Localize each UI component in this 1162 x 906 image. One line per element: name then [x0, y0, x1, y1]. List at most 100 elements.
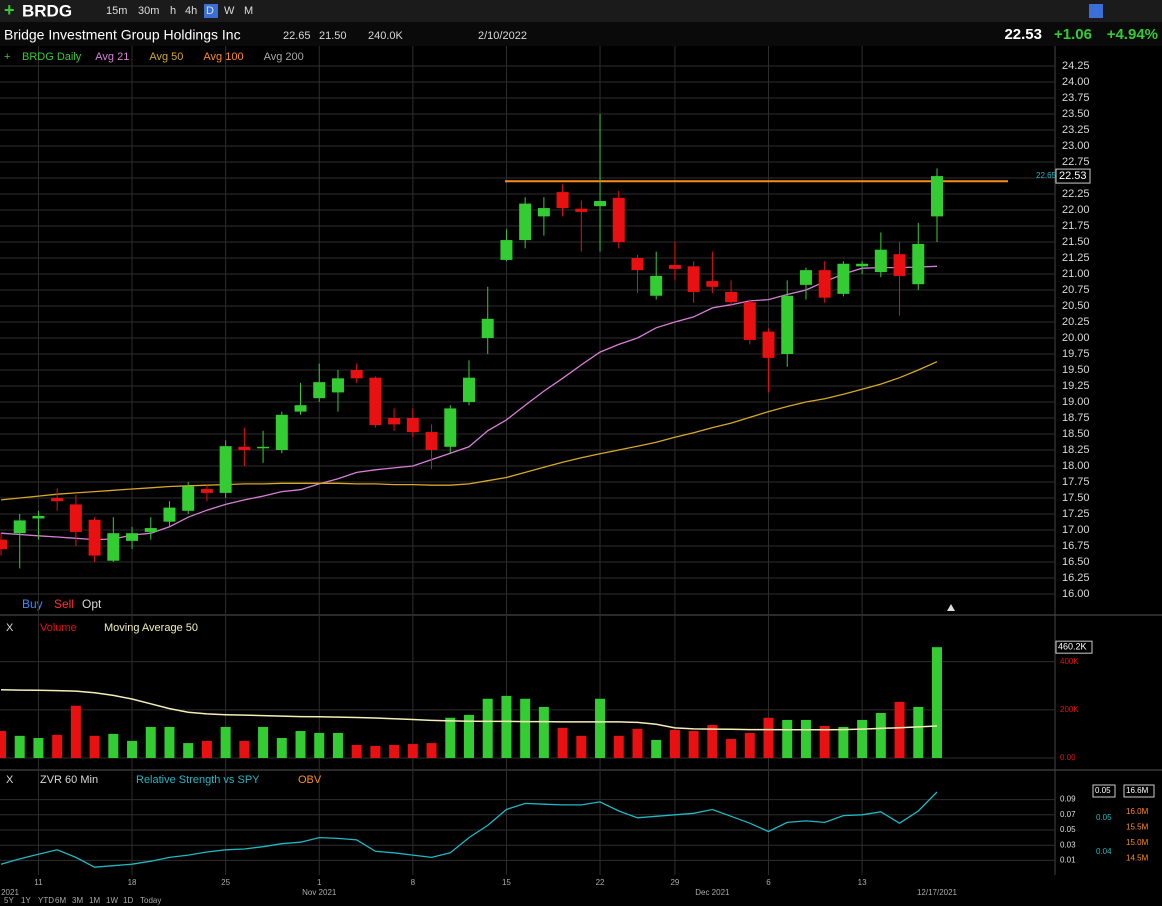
x-month-label: Dec 2021: [695, 888, 730, 897]
y-tick-label: 24.25: [1062, 60, 1090, 72]
candle-body: [912, 243, 925, 285]
last-volume-label: 460.2K: [1058, 642, 1087, 652]
range-button[interactable]: 1D: [123, 896, 133, 905]
volume-bar: [800, 719, 811, 758]
candle-body: [126, 533, 139, 541]
toolbar: [0, 0, 1162, 22]
candle-body: [631, 258, 644, 271]
pane-close[interactable]: X: [6, 622, 14, 634]
y-tick-label: 18.25: [1062, 444, 1090, 456]
volume-bar: [501, 695, 512, 758]
interval-button[interactable]: 4h: [185, 5, 197, 17]
marker-label: 22.65: [1036, 171, 1057, 180]
legend-item[interactable]: Avg 200: [264, 51, 304, 63]
volume-bar: [164, 726, 175, 758]
pane-close[interactable]: X: [6, 774, 14, 786]
volume-bar: [520, 698, 531, 758]
y-tick-label: 20.00: [1062, 332, 1090, 344]
legend-item[interactable]: Avg 21: [95, 51, 129, 63]
candle-body: [818, 270, 831, 298]
range-button[interactable]: 3M: [72, 896, 83, 905]
volume-bar: [913, 706, 924, 758]
x-tick-label: 13: [858, 878, 867, 887]
y-tick-label: 23.25: [1062, 124, 1090, 136]
volume-bar: [314, 732, 325, 758]
y-tick-label: 23.50: [1062, 108, 1090, 120]
interval-button[interactable]: D: [206, 5, 214, 17]
candle-body: [144, 528, 157, 532]
range-button[interactable]: Today: [140, 896, 161, 905]
obv-tick-label: 16.0M: [1126, 807, 1149, 816]
candle-body: [275, 414, 288, 450]
candle-body: [556, 192, 569, 209]
company-name: Bridge Investment Group Holdings Inc: [4, 27, 241, 43]
range-button[interactable]: 1Y: [21, 896, 31, 905]
legend-bullet: +: [4, 51, 10, 63]
candle-body: [893, 254, 906, 276]
candle-body: [687, 266, 700, 292]
candle-body: [257, 446, 270, 449]
y-tick-label: 22.75: [1062, 156, 1090, 168]
add-icon[interactable]: +: [4, 0, 15, 20]
legend-item[interactable]: Avg 100: [203, 51, 243, 63]
moving-average-line: [0, 265, 938, 541]
volume-bar: [89, 735, 100, 758]
y-tick-label: 0.03: [1060, 840, 1076, 849]
volume-bar: [688, 731, 699, 758]
interval-button[interactable]: 30m: [138, 5, 159, 17]
scroll-marker[interactable]: [947, 604, 955, 611]
last-price-box: [1055, 168, 1091, 184]
opt-button[interactable]: Opt: [82, 597, 102, 611]
candle-body: [0, 539, 7, 550]
interval-button[interactable]: 15m: [106, 5, 127, 17]
volume-bar: [70, 705, 81, 758]
legend-item[interactable]: Relative Strength vs SPY: [136, 774, 260, 786]
legend-item[interactable]: Moving Average 50: [104, 622, 198, 634]
interval-button[interactable]: W: [224, 5, 235, 17]
volume-bar: [183, 743, 194, 758]
volume-bar: [875, 712, 886, 758]
candle-body: [931, 176, 943, 217]
interval-button[interactable]: M: [244, 5, 253, 17]
last-volume-box: [1055, 640, 1093, 654]
interval-button[interactable]: h: [170, 5, 176, 17]
candle-body: [799, 270, 812, 285]
y-tick-label: 18.00: [1062, 460, 1090, 472]
range-button[interactable]: 1M: [89, 896, 100, 905]
y-tick-label: 16.00: [1062, 588, 1090, 600]
study-name[interactable]: ZVR 60 Min: [40, 774, 98, 786]
range-button[interactable]: 1W: [106, 896, 118, 905]
candle-body: [725, 291, 738, 303]
study-extra[interactable]: OBV: [298, 774, 322, 786]
symbol[interactable]: BRDG: [22, 1, 72, 20]
volume-bar: [332, 732, 343, 758]
range-button[interactable]: YTD: [38, 896, 54, 905]
sell-button[interactable]: Sell: [54, 597, 74, 611]
candle-body: [481, 318, 494, 338]
y-tick-label: 19.00: [1062, 396, 1090, 408]
candle-body: [668, 265, 681, 269]
range-button[interactable]: 5Y: [4, 896, 14, 905]
header-low: 21.50: [319, 30, 347, 42]
buy-button[interactable]: Buy: [22, 597, 43, 611]
volume-bar: [351, 744, 362, 758]
y-tick-label: 0.09: [1060, 795, 1076, 804]
candle-body: [594, 201, 607, 207]
y-tick-label: 16.50: [1062, 556, 1090, 568]
candle-body: [856, 263, 869, 267]
legend-item[interactable]: Avg 50: [149, 51, 183, 63]
y-tick-label: 0.05: [1060, 825, 1076, 834]
y-tick-label: 23.00: [1062, 140, 1090, 152]
candle-body: [612, 197, 625, 242]
volume-bar: [426, 743, 437, 758]
candle-body: [463, 377, 475, 402]
volume-bar: [782, 719, 793, 758]
range-button[interactable]: 6M: [55, 896, 66, 905]
volume-bar: [482, 698, 493, 758]
y-tick-label: 21.00: [1062, 268, 1090, 280]
s-icon[interactable]: [1089, 4, 1103, 18]
x-month-label: Nov 2021: [302, 888, 337, 897]
candle-body: [837, 263, 850, 294]
